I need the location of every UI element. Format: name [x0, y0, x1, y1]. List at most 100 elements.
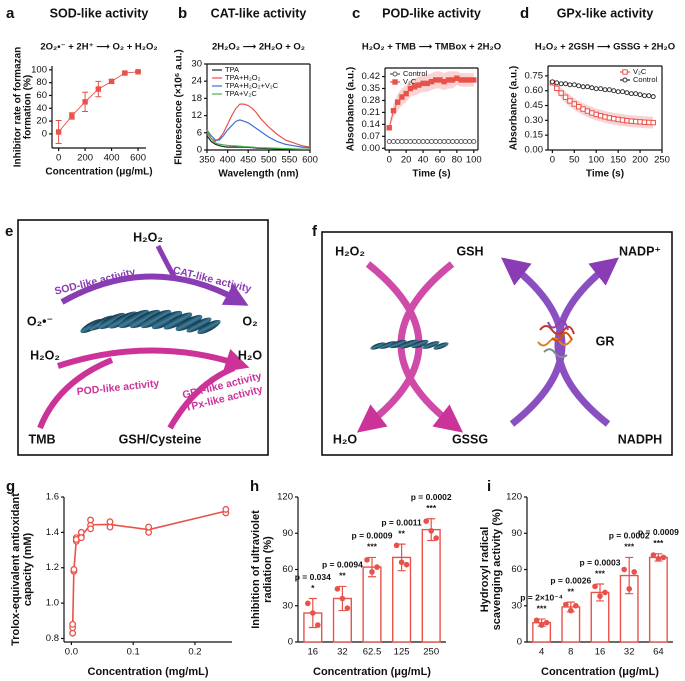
data-point — [558, 90, 564, 96]
data-point — [549, 79, 555, 85]
x-tick-label: 16 — [595, 647, 606, 658]
replicate-point — [339, 595, 346, 602]
x-tick-label: 16 — [308, 647, 319, 658]
x-tick-label: 125 — [394, 647, 410, 658]
y-tick-label: 12 — [191, 110, 202, 121]
replicate-point — [87, 516, 95, 524]
y-tick-label: 30 — [191, 59, 202, 70]
p-value: p = 0.0011 — [381, 517, 422, 527]
data-point — [467, 139, 472, 144]
data-point — [593, 111, 599, 118]
diagram-label: GR — [596, 334, 615, 348]
y-tick-label: 90 — [511, 528, 522, 539]
data-point — [576, 83, 582, 89]
data-point — [412, 139, 418, 144]
x-tick-label: 40 — [418, 155, 429, 166]
data-point — [462, 139, 468, 144]
replicate-point — [568, 607, 574, 614]
data-point — [619, 117, 626, 123]
x-tick-label: 64 — [653, 647, 664, 658]
y-tick-label: 0.42 — [362, 71, 381, 82]
x-tick-label: 50 — [569, 155, 580, 166]
series-line — [206, 129, 310, 150]
y-axis-label: Inhibitor rate of formazan — [13, 47, 24, 168]
replicate-point — [334, 586, 341, 592]
series-line — [206, 103, 311, 148]
replicate-point — [621, 566, 627, 573]
data-point — [135, 69, 141, 75]
x-tick-label: 500 — [261, 155, 277, 166]
legend-marker — [392, 79, 398, 85]
replicate-point — [660, 554, 667, 561]
significance: *** — [537, 603, 548, 613]
nanosheet — [80, 309, 221, 335]
y-tick-label: 0.21 — [362, 107, 381, 118]
replicate-point — [106, 518, 114, 526]
y-tick-label: 0.30 — [525, 115, 544, 126]
x-tick-label: 80 — [452, 155, 463, 166]
y-tick-label: 0 — [197, 145, 202, 156]
data-point — [458, 139, 464, 144]
x-tick-label: 0 — [56, 153, 61, 164]
panel-letter: c — [352, 5, 360, 22]
replicate-point — [374, 564, 380, 570]
replicate-point — [602, 589, 608, 596]
x-tick-label: 600 — [130, 153, 146, 164]
legend-label: Control — [403, 69, 428, 78]
data-point — [558, 81, 564, 87]
data-point — [386, 125, 392, 131]
arrow-sod-cat — [60, 273, 249, 306]
replicate-point — [305, 600, 311, 607]
x-tick-label: 250 — [654, 155, 670, 166]
x-tick-label: 450 — [240, 155, 256, 166]
x-tick-label: 8 — [568, 647, 573, 658]
replicate-point — [222, 505, 230, 513]
data-point — [571, 82, 577, 88]
y-axis-label: Absorbance (a.u.) — [346, 67, 357, 151]
x-tick-label: 400 — [220, 155, 236, 166]
data-point — [567, 98, 573, 104]
y-tick-label: 60 — [511, 564, 522, 575]
x-tick-label: 60 — [435, 155, 446, 166]
data-point — [571, 101, 578, 107]
arrow-pod — [57, 347, 250, 372]
y-tick-label: 0.15 — [525, 130, 544, 141]
error-band — [552, 80, 654, 129]
x-tick-label: 200 — [632, 155, 648, 166]
data-point — [122, 70, 128, 76]
x-axis-label: Concentration (μg/mL) — [45, 167, 152, 178]
panel-letter: d — [520, 5, 529, 22]
arrow-h2o2 — [155, 244, 179, 282]
significance: ** — [339, 571, 346, 581]
data-point — [95, 86, 102, 92]
replicate-point — [573, 602, 579, 609]
x-tick-label: 150 — [610, 155, 626, 166]
panel-title: GPx-like activity — [557, 6, 654, 20]
replicate-point — [433, 535, 440, 541]
panel-title: SOD-like activity — [50, 6, 149, 20]
data-point — [615, 89, 621, 95]
data-point — [632, 118, 639, 125]
data-point — [589, 110, 595, 116]
data-point — [606, 87, 612, 93]
bar — [421, 528, 441, 643]
replicate-point — [77, 534, 85, 542]
y-tick-label: 0.07 — [362, 131, 381, 142]
replicate-point — [650, 552, 657, 558]
data-point — [554, 85, 560, 92]
x-tick-label: 0.2 — [188, 647, 201, 658]
legend-label: TPA+H₂O₂ — [225, 73, 261, 82]
arrow-tmb — [37, 357, 114, 430]
data-point — [420, 139, 426, 144]
x-tick-label: 600 — [302, 155, 318, 166]
y-tick-label: 120 — [506, 492, 522, 503]
bar — [648, 556, 668, 643]
legend-marker — [622, 69, 628, 75]
data-point — [562, 94, 569, 100]
y-tick-label: 1.2 — [46, 562, 59, 573]
x-tick-label: 400 — [104, 153, 120, 164]
reaction: 2H₂O₂ ⟶ 2H₂O + O₂ — [212, 42, 305, 53]
x-tick-label: 32 — [624, 647, 635, 658]
diagram-label: GSH/Cysteine — [119, 432, 202, 446]
